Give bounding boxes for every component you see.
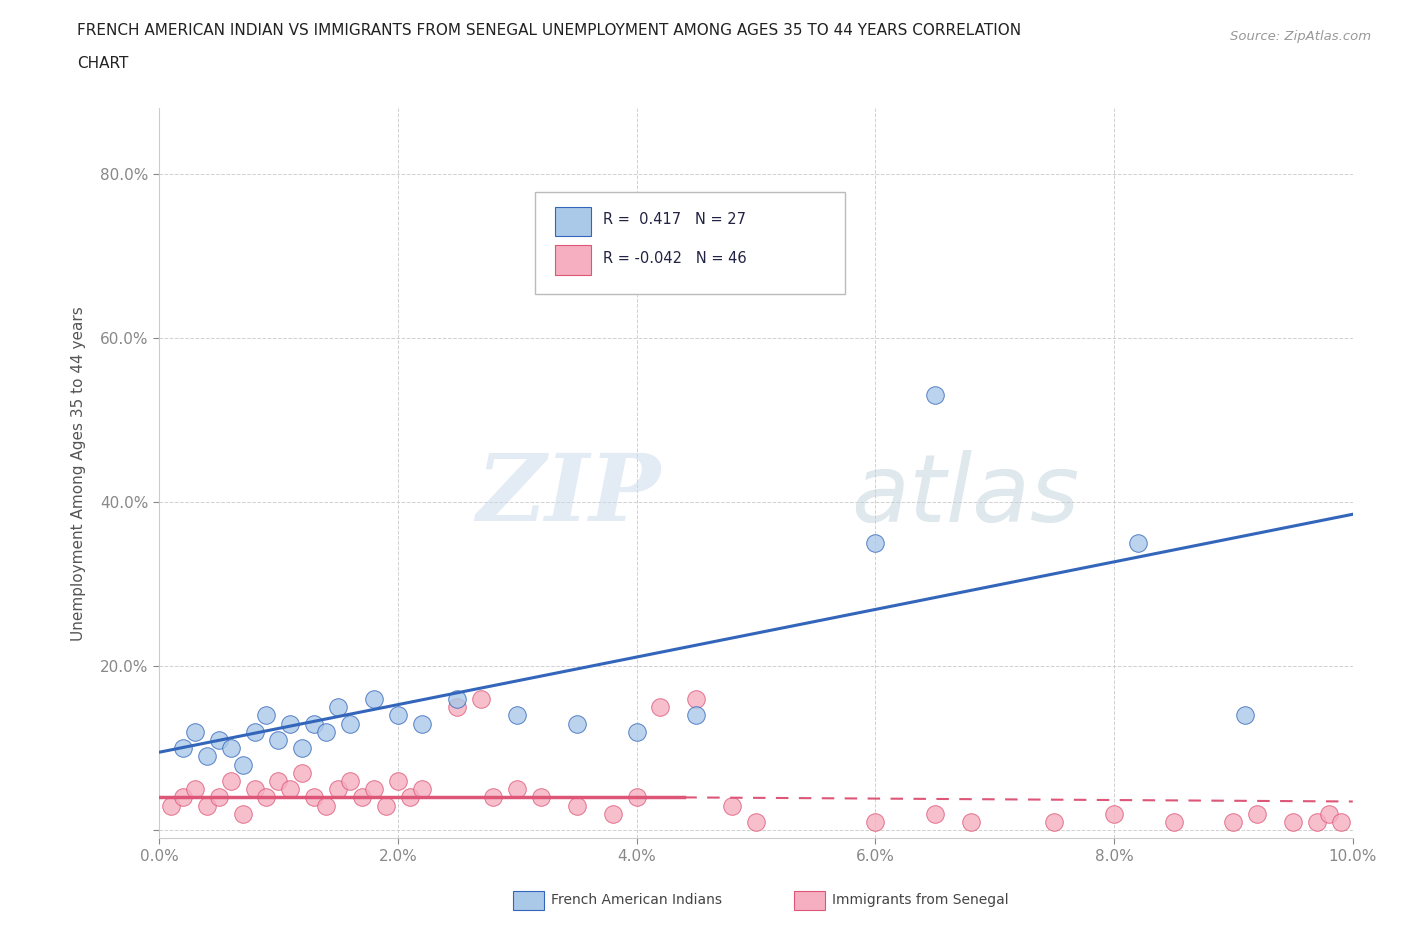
Point: [1282, 815, 1305, 830]
Point: [446, 692, 468, 707]
Point: [232, 806, 254, 821]
Text: Source: ZipAtlas.com: Source: ZipAtlas.com: [1230, 30, 1371, 43]
Point: [267, 774, 290, 789]
FancyBboxPatch shape: [555, 246, 591, 274]
Point: [350, 790, 373, 804]
Point: [326, 699, 349, 714]
Point: [184, 782, 207, 797]
Point: [924, 806, 946, 821]
Point: [291, 765, 314, 780]
Point: [685, 708, 707, 723]
Point: [339, 774, 361, 789]
Point: [208, 790, 231, 804]
Point: [172, 740, 194, 755]
Point: [626, 724, 648, 739]
Point: [267, 733, 290, 748]
Point: [339, 716, 361, 731]
Point: [387, 774, 409, 789]
Point: [959, 815, 981, 830]
Point: [1222, 815, 1244, 830]
Point: [565, 716, 588, 731]
Text: atlas: atlas: [852, 449, 1080, 540]
Point: [506, 782, 529, 797]
Point: [506, 708, 529, 723]
Point: [219, 774, 242, 789]
Point: [219, 740, 242, 755]
Point: [256, 790, 278, 804]
Text: ZIP: ZIP: [477, 450, 661, 540]
Point: [865, 815, 887, 830]
Point: [924, 388, 946, 403]
Point: [1306, 815, 1329, 830]
Text: FRENCH AMERICAN INDIAN VS IMMIGRANTS FROM SENEGAL UNEMPLOYMENT AMONG AGES 35 TO : FRENCH AMERICAN INDIAN VS IMMIGRANTS FRO…: [77, 23, 1021, 38]
Point: [1234, 708, 1257, 723]
Point: [1246, 806, 1268, 821]
Text: R =  0.417   N = 27: R = 0.417 N = 27: [603, 212, 747, 227]
Point: [482, 790, 505, 804]
Point: [411, 716, 433, 731]
Point: [363, 782, 385, 797]
Point: [650, 699, 672, 714]
Point: [411, 782, 433, 797]
Point: [243, 724, 266, 739]
Point: [387, 708, 409, 723]
FancyBboxPatch shape: [555, 206, 591, 236]
Point: [745, 815, 768, 830]
Point: [256, 708, 278, 723]
Point: [1126, 536, 1149, 551]
Point: [280, 716, 302, 731]
Text: French American Indians: French American Indians: [551, 893, 723, 908]
Point: [565, 798, 588, 813]
Point: [326, 782, 349, 797]
Point: [363, 692, 385, 707]
Point: [1102, 806, 1125, 821]
Point: [291, 740, 314, 755]
Point: [1317, 806, 1340, 821]
Text: Immigrants from Senegal: Immigrants from Senegal: [832, 893, 1010, 908]
Point: [721, 798, 744, 813]
Point: [1330, 815, 1353, 830]
Point: [302, 716, 325, 731]
Point: [470, 692, 492, 707]
Point: [398, 790, 420, 804]
Point: [232, 757, 254, 772]
Point: [195, 798, 218, 813]
Point: [626, 790, 648, 804]
Point: [184, 724, 207, 739]
Point: [208, 733, 231, 748]
Point: [374, 798, 396, 813]
Point: [280, 782, 302, 797]
Point: [1163, 815, 1185, 830]
Point: [685, 692, 707, 707]
Point: [195, 749, 218, 764]
Point: [315, 798, 337, 813]
Point: [315, 724, 337, 739]
Point: [1043, 815, 1066, 830]
Point: [602, 806, 624, 821]
Point: [243, 782, 266, 797]
Point: [160, 798, 183, 813]
Point: [865, 536, 887, 551]
Point: [530, 790, 553, 804]
Y-axis label: Unemployment Among Ages 35 to 44 years: Unemployment Among Ages 35 to 44 years: [72, 306, 86, 641]
Point: [446, 699, 468, 714]
Text: R = -0.042   N = 46: R = -0.042 N = 46: [603, 251, 747, 266]
Text: CHART: CHART: [77, 56, 129, 71]
Point: [172, 790, 194, 804]
FancyBboxPatch shape: [536, 192, 845, 294]
Point: [302, 790, 325, 804]
